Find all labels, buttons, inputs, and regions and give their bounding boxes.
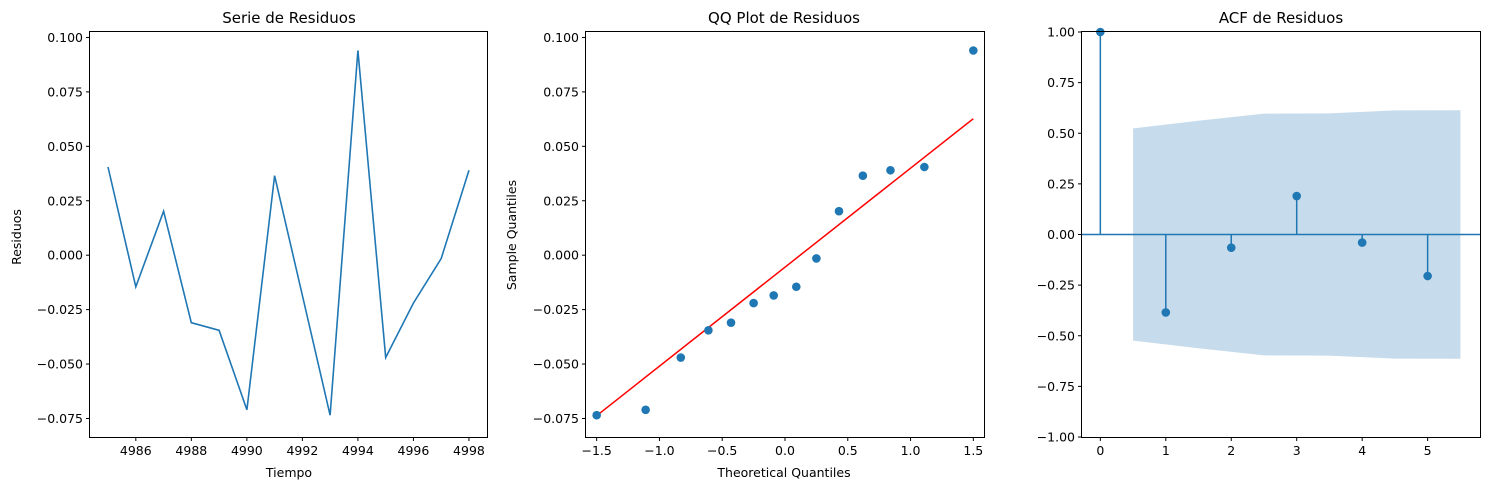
acf-ytick-label: 1.00: [1047, 25, 1075, 40]
acf-point: [1357, 238, 1367, 247]
qq-plot-ytick-label: 0.075: [543, 84, 579, 99]
acf-ytick-label: −0.50: [1037, 328, 1075, 343]
qq-point: [791, 282, 801, 292]
acf-ytick-label: 0.75: [1047, 75, 1075, 90]
acf-xtick-label: 4: [1358, 443, 1366, 458]
qq-plot-xtick-label: 1.0: [901, 443, 921, 458]
residual-series-ytick-label: 0.100: [47, 30, 83, 45]
residual-series-ytick-label: −0.075: [37, 411, 83, 426]
qq-point: [592, 410, 601, 420]
residual-series-xtick-label: 4986: [120, 443, 152, 458]
acf-marks: 0 1 2 3 4 5 −1.00 −0.75 −0.50 −0.25 0.00 0.25 0.50 0.…: [1037, 25, 1480, 458]
residual-series-ytick-label: 0.000: [47, 248, 83, 263]
acf-panel: ACF de Residuos 0 1 2 3 4 5 −1.00 −0.75 −0.50 −0.…: [1037, 9, 1481, 458]
qq-plot-xtick-label: 0.0: [775, 443, 795, 458]
acf-ytick-label: −0.25: [1037, 278, 1075, 293]
qq-plot-panel: QQ Plot de Residuos Theoretical Quantile…: [504, 9, 985, 480]
acf-xtick-label: 1: [1162, 443, 1170, 458]
acf-ytick-label: −1.00: [1037, 430, 1075, 445]
residual-series-xtick-label: 4998: [453, 443, 485, 458]
residual-series-ytick-label: 0.025: [47, 193, 83, 208]
residual-series-xtick-label: 4994: [342, 443, 374, 458]
acf-point: [1161, 308, 1171, 317]
qq-plot-ytick-label: 0.100: [543, 30, 579, 45]
qq-point: [704, 326, 713, 335]
acf-xtick-label: 2: [1227, 443, 1235, 458]
acf-point: [1226, 243, 1236, 252]
acf-ytick-label: 0.00: [1047, 227, 1075, 242]
acf-frame: [1081, 31, 1481, 438]
acf-xtick-label: 3: [1293, 443, 1301, 458]
qq-plot-ytick-label: −0.050: [533, 357, 579, 372]
residual-series-xtick-label: 4990: [231, 443, 263, 458]
residual-series-xtick-label: 4996: [398, 443, 430, 458]
acf-point: [1423, 271, 1432, 281]
acf-ytick-label: 0.25: [1047, 176, 1075, 191]
residual-series-xtick-label: 4992: [286, 443, 318, 458]
qq-plot-marks: −1.5 −1.0 −0.5 0.0 0.5 1.0 1.5 −0.075 −0.050 −0.0…: [533, 30, 984, 458]
qq-point: [726, 318, 736, 327]
residual-series-xlabel: Tiempo: [265, 465, 312, 480]
qq-point: [749, 298, 758, 308]
qq-plot-xtick-label: −0.5: [707, 443, 737, 458]
acf-ytick-label: −0.75: [1037, 379, 1075, 394]
qq-point: [920, 162, 929, 172]
residual-series-xtick-label: 4988: [175, 443, 207, 458]
residual-series-marks: 4986 4988 4990 4992 4994 4996 4998 −0.075 −0.050…: [37, 30, 485, 458]
qq-plot-xlabel: Theoretical Quantiles: [716, 465, 850, 480]
residual-series-ytick-label: −0.050: [37, 357, 83, 372]
qq-point: [886, 165, 895, 175]
qq-plot-ytick-label: −0.075: [533, 411, 579, 426]
qq-plot-xtick-label: 0.5: [838, 443, 858, 458]
residual-series-panel: Serie de Residuos Tiempo Residuos 4986 49…: [9, 9, 488, 480]
qq-point: [969, 46, 978, 55]
qq-plot-ytick-label: 0.000: [543, 248, 579, 263]
qq-point: [769, 291, 779, 300]
qq-plot-ytick-label: 0.025: [543, 193, 579, 208]
acf-point: [1292, 191, 1302, 201]
qq-plot-xtick-label: −1.5: [581, 443, 611, 458]
qq-point: [812, 254, 821, 263]
residual-series-ytick-label: −0.025: [37, 302, 83, 317]
qq-plot-frame: [585, 31, 985, 438]
qq-plot-ylabel: Sample Quantiles: [504, 180, 519, 290]
qq-point: [641, 405, 650, 415]
residual-series-ytick-label: 0.075: [47, 84, 83, 99]
qq-plot-ytick-label: 0.050: [543, 139, 579, 154]
qq-reference-line: [596, 118, 974, 417]
residual-series-ylabel: Residuos: [9, 209, 24, 265]
qq-plot-xtick-label: 1.5: [963, 443, 983, 458]
qq-point: [676, 353, 686, 362]
acf-title: ACF de Residuos: [1219, 9, 1344, 27]
qq-plot-ytick-label: −0.025: [533, 302, 579, 317]
residual-series-line: [107, 50, 470, 416]
qq-point: [834, 206, 844, 216]
qq-point: [858, 171, 868, 181]
acf-ytick-label: 0.50: [1047, 126, 1075, 141]
acf-xtick-label: 0: [1096, 443, 1104, 458]
residual-series-title: Serie de Residuos: [222, 9, 356, 27]
qq-plot-title: QQ Plot de Residuos: [708, 9, 860, 27]
residual-series-frame: [89, 31, 488, 438]
acf-xtick-label: 5: [1424, 443, 1432, 458]
residual-series-ytick-label: 0.050: [47, 139, 83, 154]
qq-plot-xtick-label: −1.0: [644, 443, 674, 458]
